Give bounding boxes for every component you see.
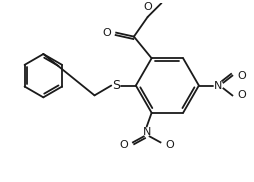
Text: O: O xyxy=(119,140,128,150)
Text: N: N xyxy=(214,80,222,90)
Text: N: N xyxy=(142,128,150,137)
Text: S: S xyxy=(112,79,120,92)
Text: O: O xyxy=(236,90,245,100)
Text: O: O xyxy=(143,2,151,12)
Text: O: O xyxy=(165,140,173,150)
Text: O: O xyxy=(236,71,245,81)
Text: O: O xyxy=(102,28,111,38)
